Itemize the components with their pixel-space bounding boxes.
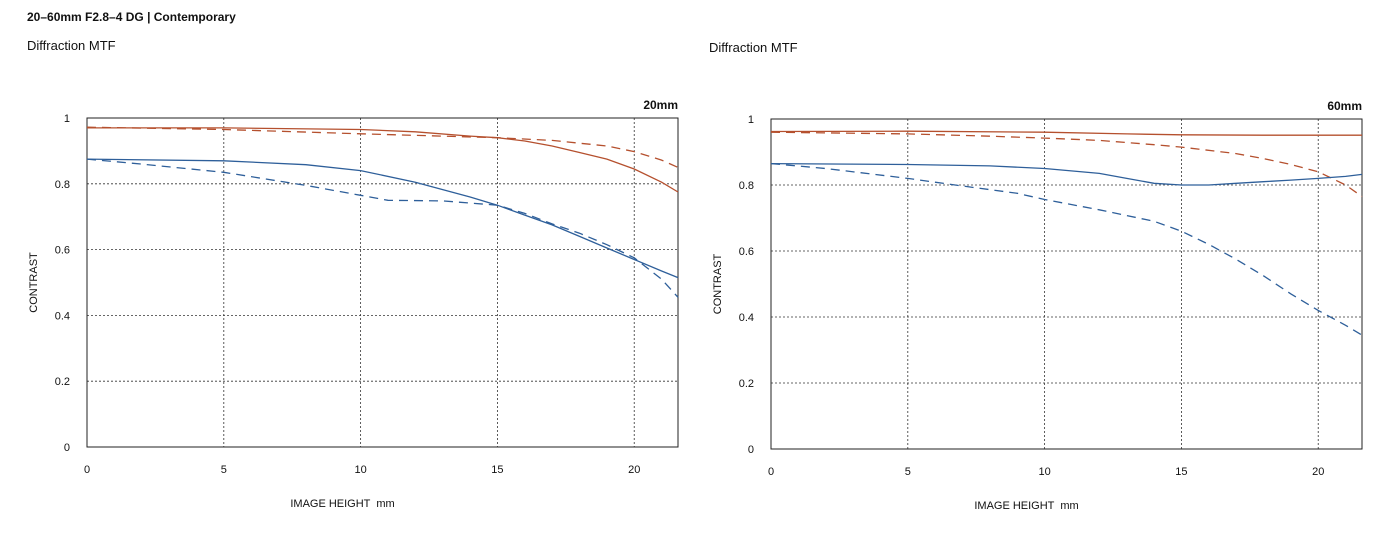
x-axis-label: IMAGE HEIGHT mm [974, 500, 1078, 512]
plot-frame [770, 118, 1363, 450]
x-tick-label: 0 [84, 464, 90, 476]
x-tick-label: 5 [905, 466, 911, 478]
focal-length-label: 20mm [643, 98, 678, 112]
x-tick-label: 20 [1312, 466, 1324, 478]
page-title: 20–60mm F2.8–4 DG | Contemporary [27, 10, 236, 24]
series-line-2 [86, 126, 679, 168]
x-tick-label: 10 [354, 464, 366, 476]
y-tick-label: 0.2 [739, 378, 754, 390]
y-tick-label: 0.4 [739, 312, 754, 324]
y-axis-label: CONTRAST [712, 253, 724, 314]
y-tick-label: 0 [64, 442, 70, 454]
y-tick-label: 0.8 [55, 179, 70, 191]
series-line-4 [86, 158, 679, 298]
x-tick-label: 0 [768, 466, 774, 478]
y-tick-label: 0 [748, 444, 754, 456]
series-line-3 [770, 162, 1363, 186]
x-tick-label: 15 [1175, 466, 1187, 478]
y-tick-label: 1 [748, 114, 754, 126]
x-tick-label: 20 [628, 464, 640, 476]
series-line-4 [770, 162, 1363, 336]
series-line-1 [87, 127, 679, 193]
chart-title-right: Diffraction MTF [709, 40, 798, 55]
y-tick-label: 0.6 [739, 246, 754, 258]
y-axis-label: CONTRAST [28, 252, 40, 313]
chart-title-left: Diffraction MTF [27, 38, 116, 53]
series-line-1 [770, 130, 1362, 136]
series-line-3 [86, 158, 679, 279]
x-axis-label: IMAGE HEIGHT mm [290, 498, 394, 510]
focal-length-label: 60mm [1327, 99, 1362, 113]
y-tick-label: 0.6 [55, 245, 70, 257]
y-tick-label: 1 [64, 113, 70, 125]
y-tick-label: 0.8 [739, 180, 754, 192]
plot-frame [86, 117, 679, 448]
y-tick-label: 0.2 [55, 376, 70, 388]
x-tick-label: 10 [1038, 466, 1050, 478]
x-tick-label: 5 [221, 464, 227, 476]
y-tick-label: 0.4 [55, 310, 70, 322]
series-line-2 [770, 131, 1363, 198]
x-tick-label: 15 [491, 464, 503, 476]
